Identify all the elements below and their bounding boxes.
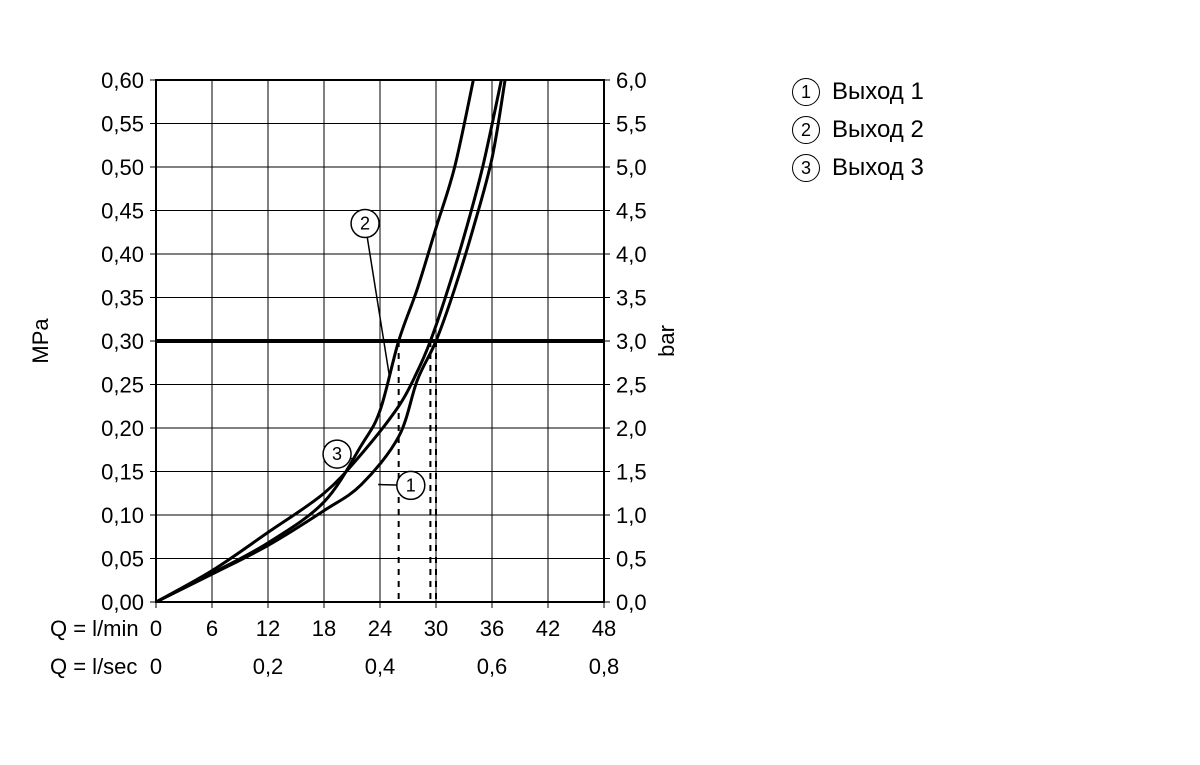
chart-bg [0,0,1200,765]
ytick-right-label: 3,5 [616,286,647,311]
x-row2-tick: 0,6 [477,654,508,679]
x-row2-tick: 0 [150,654,162,679]
legend-item: 3 Выход 3 [792,154,924,182]
legend-badge-num: 1 [801,82,811,103]
legend-item: 2 Выход 2 [792,116,924,144]
x-row1-tick: 30 [424,616,448,641]
ytick-left-label: 0,10 [101,503,144,528]
x-row1-tick: 42 [536,616,560,641]
x-row1-label: Q = l/min [50,616,139,641]
legend: 1 Выход 1 2 Выход 2 3 Выход 3 [792,78,924,192]
ytick-left-label: 0,30 [101,329,144,354]
x-row2-tick: 0,8 [589,654,620,679]
callout-num-3: 3 [332,444,342,464]
x-row1-tick: 6 [206,616,218,641]
ytick-left-label: 0,45 [101,199,144,224]
ytick-left-label: 0,00 [101,590,144,615]
ytick-left-label: 0,15 [101,460,144,485]
ytick-right-label: 6,0 [616,68,647,93]
ytick-right-label: 0,5 [616,547,647,572]
x-row1-tick: 24 [368,616,392,641]
ytick-left-label: 0,20 [101,416,144,441]
legend-item: 1 Выход 1 [792,78,924,106]
ytick-left-label: 0,40 [101,242,144,267]
legend-label: Выход 2 [832,116,924,144]
x-row1-tick: 36 [480,616,504,641]
callout-num-2: 2 [360,214,370,234]
legend-label: Выход 1 [832,78,924,106]
ytick-right-label: 4,5 [616,199,647,224]
ytick-left-label: 0,55 [101,112,144,137]
x-row1-tick: 18 [312,616,336,641]
legend-badge: 2 [792,116,820,144]
ytick-right-label: 0,0 [616,590,647,615]
legend-badge-num: 2 [801,120,811,141]
x-row2-tick: 0,4 [365,654,396,679]
ytick-right-label: 5,0 [616,155,647,180]
figure-container: 0,000,050,100,150,200,250,300,350,400,45… [0,0,1200,765]
ytick-left-label: 0,35 [101,286,144,311]
ytick-right-label: 2,0 [616,416,647,441]
ytick-left-label: 0,05 [101,547,144,572]
legend-badge-num: 3 [801,158,811,179]
x-row1-tick: 12 [256,616,280,641]
flow-pressure-chart: 0,000,050,100,150,200,250,300,350,400,45… [0,0,1200,765]
ytick-left-label: 0,60 [101,68,144,93]
ytick-right-label: 1,5 [616,460,647,485]
x-row2-label: Q = l/sec [50,654,137,679]
ytick-right-label: 3,0 [616,329,647,354]
x-row1-tick: 48 [592,616,616,641]
callout-num-1: 1 [406,475,416,495]
ytick-left-label: 0,25 [101,373,144,398]
ytick-right-label: 2,5 [616,373,647,398]
ytick-right-label: 1,0 [616,503,647,528]
legend-badge: 3 [792,154,820,182]
ytick-right-label: 5,5 [616,112,647,137]
x-row1-tick: 0 [150,616,162,641]
ytick-left-label: 0,50 [101,155,144,180]
legend-badge: 1 [792,78,820,106]
y-left-title: MPa [28,318,53,364]
ytick-right-label: 4,0 [616,242,647,267]
y-right-title: bar [654,325,679,357]
legend-label: Выход 3 [832,154,924,182]
x-row2-tick: 0,2 [253,654,284,679]
